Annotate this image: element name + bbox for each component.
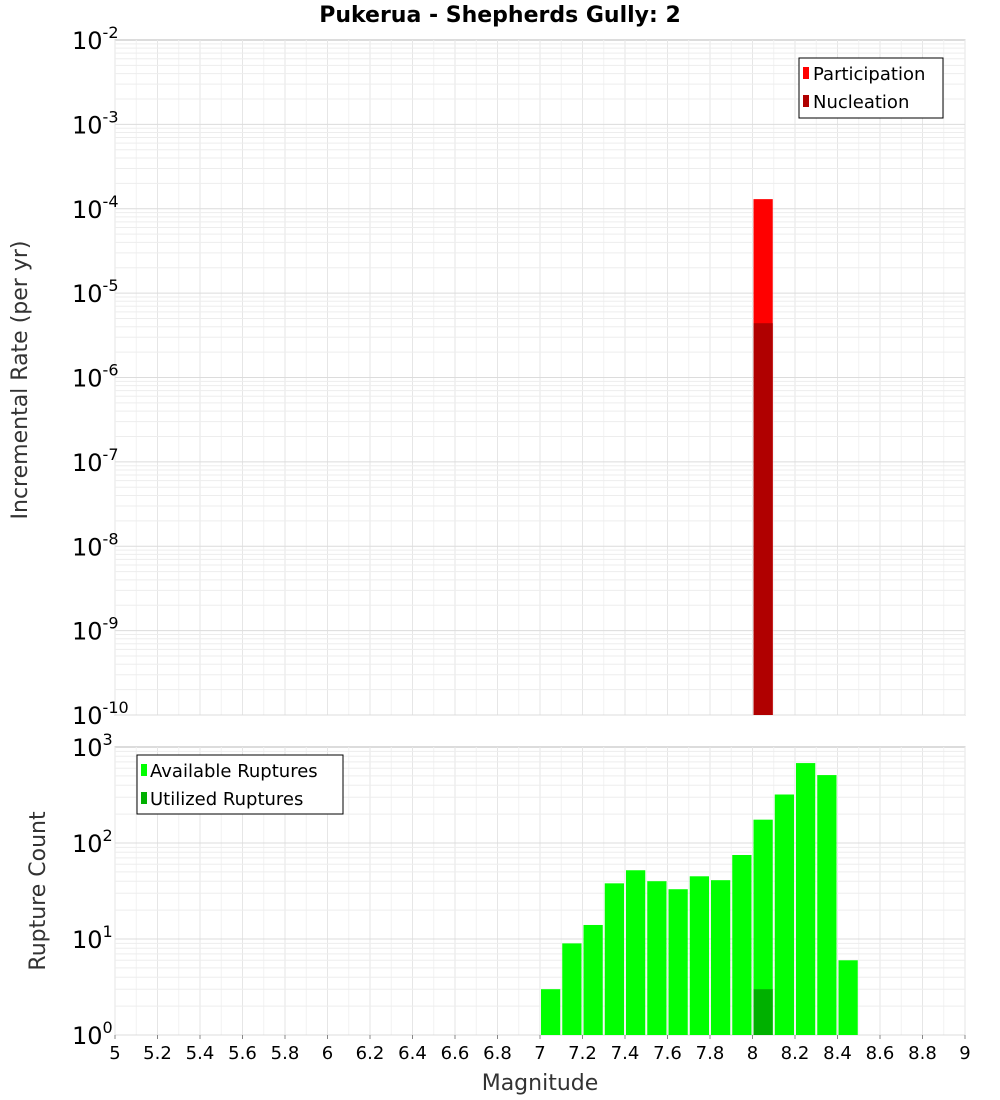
legend-available-swatch (141, 764, 147, 776)
bottom-y-ticks: 100 101 102 103 (72, 730, 113, 1050)
x-tick-label: 8.2 (781, 1043, 810, 1064)
x-tick-label: 7.8 (696, 1043, 725, 1064)
bar-available-ruptures (796, 763, 816, 1035)
legend-utilized-label: Utilized Ruptures (150, 789, 303, 810)
x-tick-label: 9 (959, 1043, 970, 1064)
top-plot-panel: 10-10 10-9 10-8 10-7 10-6 10-5 10-4 10-3 10-2 In… (8, 23, 966, 730)
legend-participation-swatch (803, 67, 809, 79)
x-tick-label: 6.2 (356, 1043, 385, 1064)
bar-available-ruptures (689, 876, 709, 1035)
x-ticks: 5 5.2 5.4 5.6 5.8 6 6.2 6.4 6.6 6.8 7 7.2 7.4 7.6 7.8 8… (109, 1035, 971, 1064)
top-y-ticks: 10-10 10-9 10-8 10-7 10-6 10-5 10-4 10-3 10-2 (72, 23, 129, 730)
x-tick-label: 6.4 (398, 1043, 427, 1064)
x-tick-label: 8.6 (866, 1043, 895, 1064)
x-tick-label: 8.8 (908, 1043, 937, 1064)
x-tick-label: 5.4 (186, 1043, 215, 1064)
x-tick-label: 7.2 (568, 1043, 597, 1064)
y-tick-label: 10-3 (72, 107, 119, 139)
bar-available-ruptures (817, 775, 837, 1035)
bar-available-ruptures (668, 889, 688, 1035)
y-tick-label: 10-4 (72, 192, 119, 224)
y-tick-label: 10-8 (72, 529, 119, 561)
bar-available-ruptures (562, 943, 582, 1035)
x-tick-label: 6.6 (441, 1043, 470, 1064)
x-tick-label: 5 (109, 1043, 120, 1064)
bar-available-ruptures (774, 794, 794, 1035)
bottom-plot-panel: 100 101 102 103 5 5.2 5.4 5.6 5.8 6 6.2 6.4 6.6 6.8 7… (26, 730, 971, 1096)
bar-available-ruptures (753, 819, 773, 1035)
y-tick-label: 10-6 (72, 361, 119, 393)
bar-available-ruptures (583, 924, 603, 1035)
x-tick-label: 6 (322, 1043, 333, 1064)
legend-available-label: Available Ruptures (150, 761, 318, 782)
bar-available-ruptures (604, 883, 624, 1035)
y-tick-label: 10-2 (72, 23, 119, 55)
bar-nucleation (753, 323, 773, 715)
y-tick-label: 100 (72, 1018, 113, 1050)
x-tick-label: 6.8 (483, 1043, 512, 1064)
bar-available-ruptures (732, 854, 752, 1035)
x-tick-label: 5.8 (271, 1043, 300, 1064)
x-axis-label: Magnitude (482, 1071, 599, 1096)
x-tick-label: 5.2 (143, 1043, 172, 1064)
top-y-axis-label: Incremental Rate (per yr) (8, 241, 33, 520)
legend-utilized-swatch (141, 792, 147, 804)
legend-nucleation-swatch (803, 95, 809, 107)
y-tick-label: 101 (72, 922, 113, 954)
bottom-y-axis-label: Rupture Count (26, 811, 51, 971)
bar-utilized-ruptures (753, 989, 773, 1035)
y-tick-label: 10-7 (72, 445, 119, 477)
top-bars (753, 199, 773, 715)
legend-participation-label: Participation (813, 64, 925, 85)
bar-available-ruptures (541, 989, 561, 1035)
top-gridlines (114, 40, 966, 716)
x-tick-label: 8.4 (823, 1043, 852, 1064)
bar-available-ruptures (647, 881, 667, 1035)
legend-nucleation-label: Nucleation (813, 92, 909, 113)
top-legend: Participation Nucleation (798, 57, 944, 119)
y-tick-label: 103 (72, 730, 113, 762)
y-tick-label: 10-9 (72, 614, 119, 646)
y-tick-label: 102 (72, 826, 113, 858)
bar-available-ruptures (626, 870, 646, 1035)
x-tick-label: 5.6 (228, 1043, 257, 1064)
x-tick-label: 7.6 (653, 1043, 682, 1064)
x-tick-label: 7 (534, 1043, 545, 1064)
bar-available-ruptures (838, 960, 858, 1035)
y-tick-label: 10-10 (72, 698, 129, 730)
x-tick-label: 8 (747, 1043, 758, 1064)
chart-title: Pukerua - Shepherds Gully: 2 (319, 3, 681, 28)
bottom-bars (541, 763, 858, 1035)
bottom-legend: Available Ruptures Utilized Ruptures (136, 754, 344, 815)
x-tick-label: 7.4 (611, 1043, 640, 1064)
bar-available-ruptures (711, 880, 731, 1035)
y-tick-label: 10-5 (72, 276, 119, 308)
